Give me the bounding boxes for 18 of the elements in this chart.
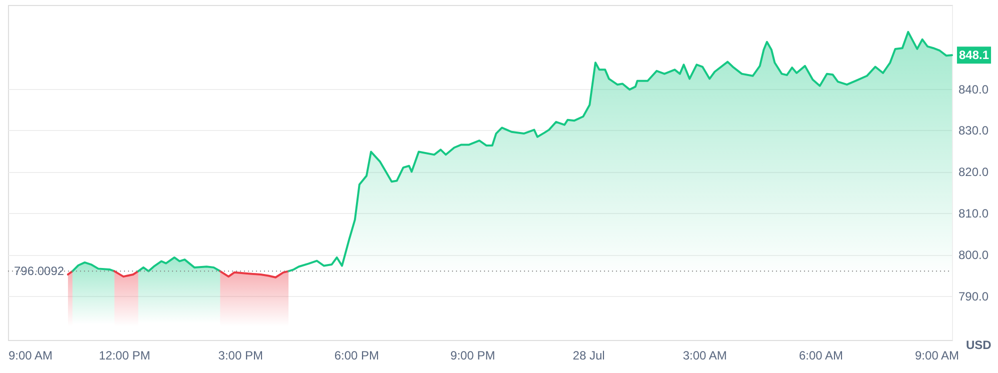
x-tick-label: 9:00 AM <box>8 348 53 362</box>
y-tick-label: 790.0 <box>958 290 989 304</box>
x-tick-label: 12:00 PM <box>98 348 150 362</box>
y-tick-label: 820.0 <box>958 165 989 180</box>
annotation: 848.1 <box>958 48 990 62</box>
x-tick-label: 6:00 PM <box>334 348 380 362</box>
x-tick-label: 9:00 PM <box>450 348 496 362</box>
x-tick-label: 9:00 AM <box>915 348 960 362</box>
x-tick-label: 28 Jul <box>572 348 605 362</box>
y-tick-label: 800.0 <box>958 248 989 262</box>
x-tick-label: 3:00 AM <box>682 348 727 362</box>
x-tick-label: 3:00 PM <box>218 348 263 362</box>
y-tick-label: 810.0 <box>958 206 989 221</box>
x-tick-label: 6:00 AM <box>798 348 843 362</box>
y-tick-label: 830.0 <box>958 124 989 138</box>
ref-line-label: 796.0092 <box>14 264 64 278</box>
y-tick-label: 840.0 <box>958 82 989 96</box>
y-axis-title: USD <box>966 338 992 352</box>
